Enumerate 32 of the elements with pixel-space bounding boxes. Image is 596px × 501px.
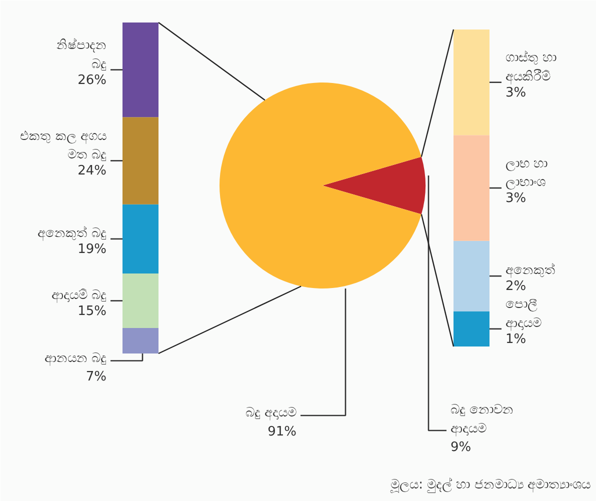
bar (122, 117, 158, 204)
data-label: 15% (78, 304, 107, 319)
bar (454, 135, 490, 241)
bar (454, 30, 490, 136)
data-label: 3% (506, 191, 526, 206)
series-label: එකතු කල අගය මත බදු (20, 128, 107, 163)
slice-label: බදු අදායම (245, 406, 297, 420)
data-label: 24% (78, 164, 107, 179)
bar (454, 240, 490, 312)
series-label: ලාභ හා ලාභාංශ (506, 156, 548, 190)
data-label: 2% (506, 279, 526, 294)
series-label: ගාස්තු හා අයකිරීම් (506, 50, 557, 84)
data-label: 91% (268, 424, 297, 440)
data-label: 3% (506, 85, 526, 100)
data-label: 26% (78, 72, 107, 88)
series-label: අනෙකුත් (506, 262, 556, 278)
data-label: 7% (86, 370, 106, 385)
bar (454, 311, 490, 346)
data-label: 19% (78, 242, 107, 257)
data-label: 1% (506, 332, 526, 347)
bar (122, 328, 158, 354)
data-label: 9% (450, 440, 472, 455)
series-label: ආනයන බදු (44, 350, 107, 366)
bar (122, 273, 158, 328)
bar (122, 204, 158, 274)
series-label: පොලී ආදායම (506, 297, 542, 331)
slice-label: බදු නොවන ආදායම (450, 402, 514, 436)
series-label: අනෙකුත් බදු (37, 224, 107, 241)
bar (122, 22, 158, 118)
text: මූලය: මුදල් හා ජනමාධ්‍ය අමාත්‍යාංශය (390, 476, 591, 492)
series-label: ආදායම් බදු (51, 288, 107, 303)
series-label: නිෂ්පාදන බදු (56, 37, 106, 72)
